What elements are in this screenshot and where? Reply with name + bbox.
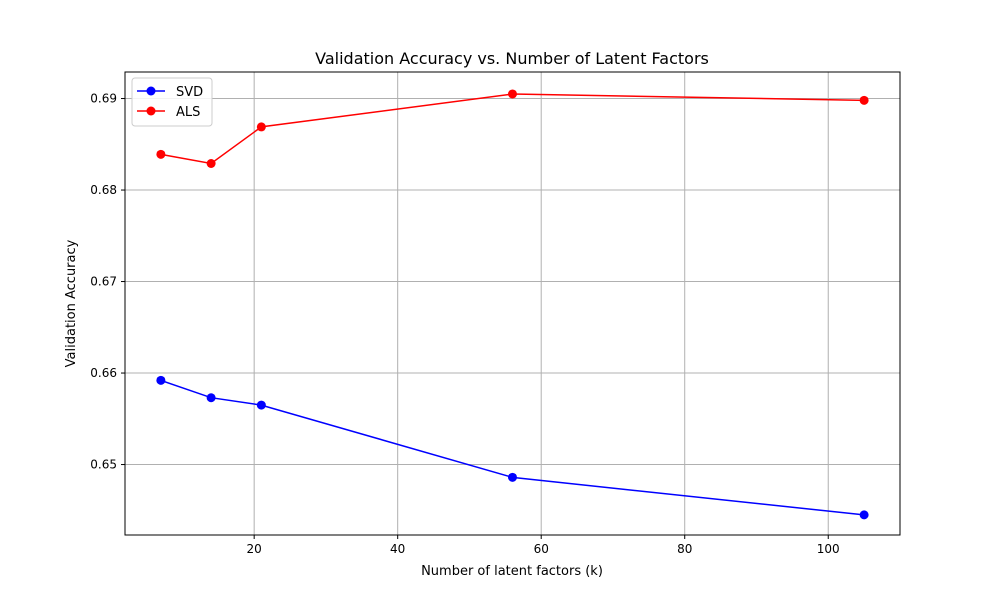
svd-data-point <box>256 400 266 410</box>
y-tick-label: 0.67 <box>90 275 117 289</box>
als-data-point <box>859 95 869 105</box>
y-tick-label: 0.65 <box>90 458 117 472</box>
legend-svd-label: SVD <box>176 85 203 100</box>
legend-svd-marker <box>146 86 156 96</box>
als-data-point <box>156 149 166 159</box>
x-axis-label: Number of latent factors (k) <box>421 564 603 579</box>
svd-data-point <box>206 393 216 403</box>
svd-data-point <box>156 375 166 385</box>
legend-als-marker <box>146 106 156 116</box>
als-data-point <box>256 122 266 132</box>
y-tick-label: 0.66 <box>90 366 117 380</box>
svd-data-point <box>859 510 869 520</box>
legend-als-label: ALS <box>176 105 200 120</box>
x-tick-label: 20 <box>247 542 262 556</box>
ticks: 20 40 60 80 100 0.65 0.66 0.67 0.68 0.69 <box>90 92 839 556</box>
series-layer <box>156 89 869 520</box>
legend: SVD ALS <box>131 77 213 127</box>
svd-data-point <box>508 472 517 482</box>
x-tick-label: 40 <box>390 542 405 556</box>
y-axis-label: Validation Accuracy <box>64 239 79 367</box>
als-data-point <box>206 159 216 169</box>
y-tick-label: 0.69 <box>90 92 117 106</box>
x-tick-label: 60 <box>534 542 549 556</box>
y-tick-label: 0.68 <box>90 183 117 197</box>
x-tick-label: 80 <box>677 542 692 556</box>
chart-title: Validation Accuracy vs. Number of Latent… <box>315 49 709 68</box>
als-data-point <box>508 89 517 99</box>
plot-frame <box>124 71 901 536</box>
x-tick-label: 100 <box>817 542 840 556</box>
